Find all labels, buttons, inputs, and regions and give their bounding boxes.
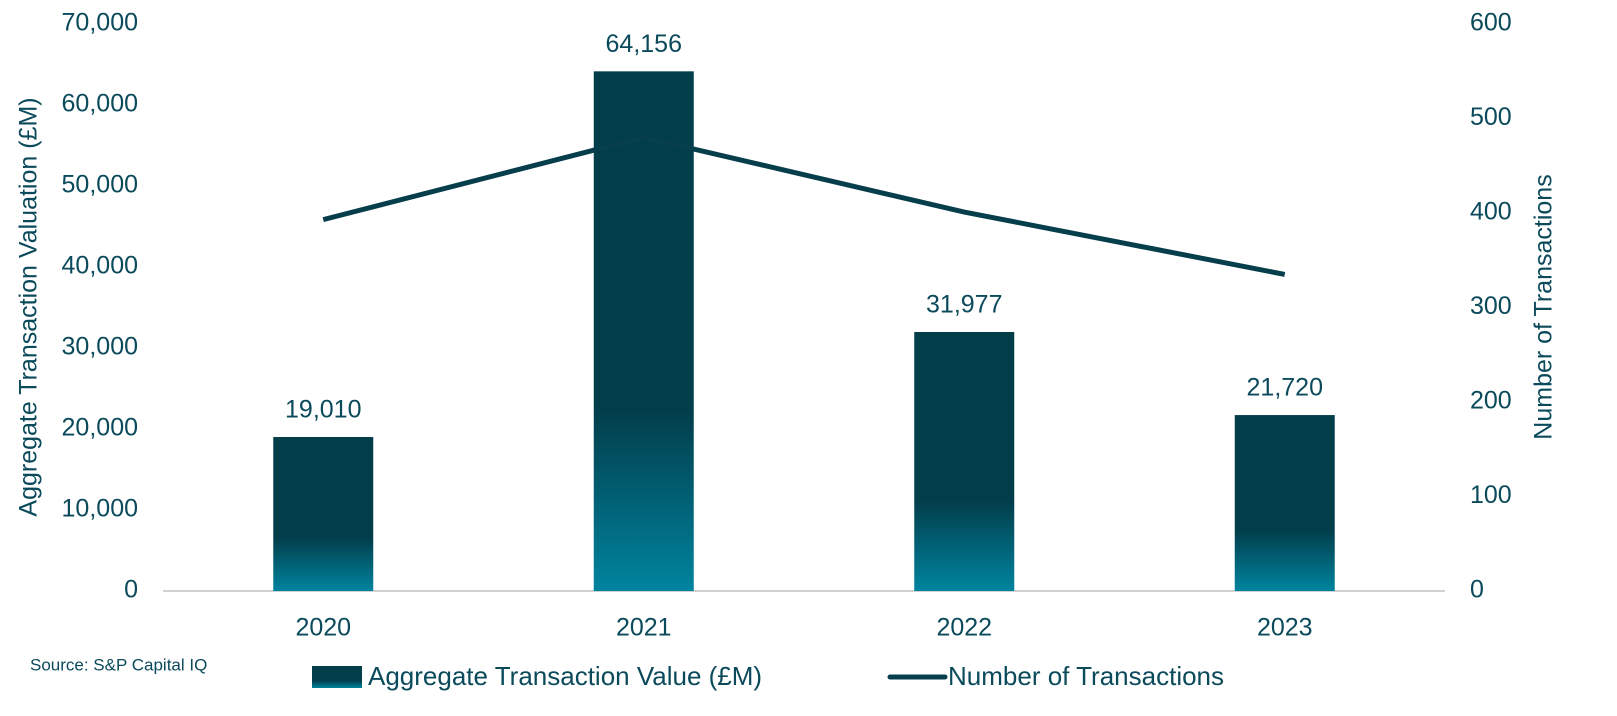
y2-tick-label: 500 <box>1470 103 1512 131</box>
y2-tick-label: 200 <box>1470 387 1512 415</box>
y-tick-label: 50,000 <box>62 171 138 199</box>
y2-axis-title: Number of Transactions <box>1530 174 1558 439</box>
y2-tick-label: 400 <box>1470 198 1512 226</box>
bar <box>1234 415 1335 591</box>
y-tick-label: 70,000 <box>62 9 138 37</box>
y-tick-label: 0 <box>124 576 138 604</box>
x-tick-label: 2023 <box>1257 614 1313 642</box>
y-tick-label: 40,000 <box>62 252 138 280</box>
value-label: 64,156 <box>606 30 682 58</box>
x-tick-label: 2021 <box>616 614 672 642</box>
source-note: Source: S&P Capital IQ <box>30 655 207 674</box>
y-tick-label: 60,000 <box>62 90 138 118</box>
y-axis-title: Aggregate Transaction Valuation (£M) <box>15 97 43 516</box>
value-label: 31,977 <box>926 291 1002 319</box>
y-tick-label: 10,000 <box>62 495 138 523</box>
bar <box>593 71 694 591</box>
value-label: 21,720 <box>1247 374 1323 402</box>
legend-label: Aggregate Transaction Value (£M) <box>368 661 762 691</box>
x-tick-label: 2022 <box>936 614 992 642</box>
y2-tick-label: 300 <box>1470 292 1512 320</box>
y2-tick-label: 0 <box>1470 576 1484 604</box>
value-label: 19,010 <box>285 396 361 424</box>
y2-tick-label: 600 <box>1470 9 1512 37</box>
x-tick-label: 2020 <box>295 614 351 642</box>
line <box>322 134 1286 277</box>
legend-swatch <box>312 666 362 688</box>
y-tick-label: 30,000 <box>62 333 138 361</box>
bar <box>273 437 374 591</box>
y2-tick-label: 100 <box>1470 481 1512 509</box>
legend-label: Number of Transactions <box>948 661 1224 691</box>
y-tick-label: 20,000 <box>62 414 138 442</box>
bar <box>914 331 1015 591</box>
